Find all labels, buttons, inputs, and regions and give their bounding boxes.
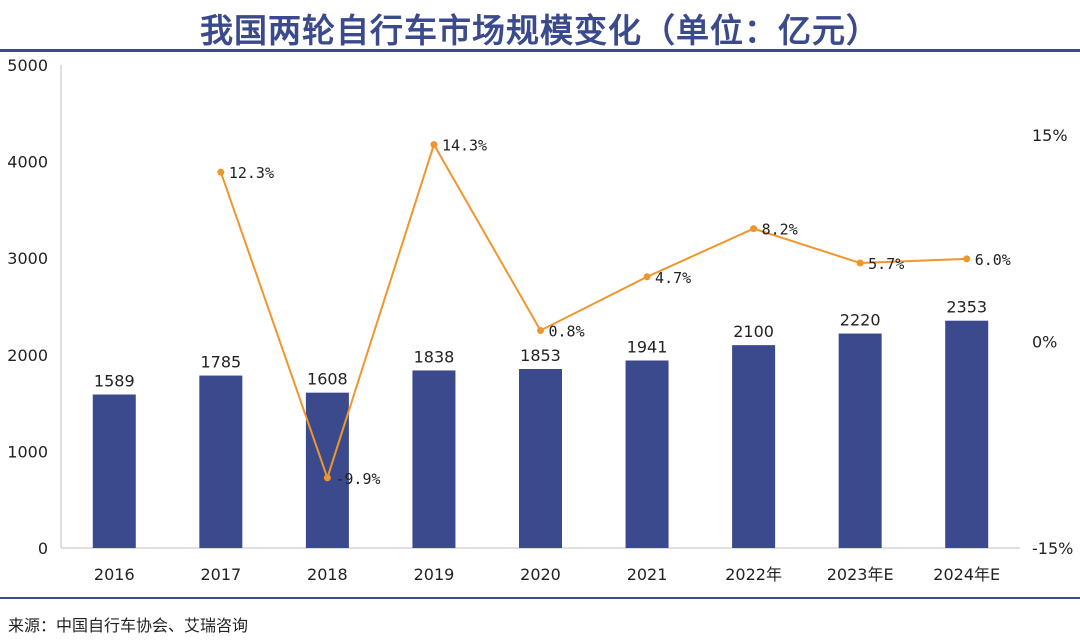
growth-value-label: 12.3% [229, 164, 274, 182]
growth-line-series [217, 141, 971, 482]
growth-point [643, 273, 651, 281]
bar [199, 375, 243, 548]
growth-value-label: -9.9% [335, 470, 380, 488]
left-tick-label: 3000 [7, 249, 48, 268]
bar-labels: 1589 1785 1608 1838 1853 1941 2100 2220 2353 [94, 298, 987, 391]
left-tick-label: 1000 [7, 442, 48, 461]
bar-value-label: 2353 [946, 298, 987, 317]
chart: 0 1000 2000 3000 4000 5000 -15% 0% 15% 1589 1785… [7, 56, 1073, 584]
right-tick-label: 15% [1032, 126, 1068, 145]
bar [945, 320, 989, 548]
growth-value-label: 8.2% [762, 221, 798, 239]
growth-value-label: 6.0% [975, 251, 1011, 269]
growth-labels: 12.3% -9.9% 14.3% 0.8% 4.7% 8.2% 5.7% 6.0% [229, 137, 1011, 488]
x-tick-label: 2024年E [933, 565, 1000, 584]
growth-point [430, 141, 438, 149]
bar [519, 369, 562, 548]
x-tick-label: 2020 [520, 565, 561, 584]
bar-value-label: 1941 [627, 337, 668, 356]
bar-value-label: 1608 [307, 370, 348, 389]
x-tick-label: 2023年E [827, 565, 894, 584]
growth-point [856, 259, 864, 267]
bar [305, 392, 349, 548]
bar-series [92, 320, 989, 548]
x-axis-labels: 2016 2017 2018 2019 2020 2021 2022年 2023年E 2024年… [94, 565, 1000, 584]
chart-title: 我国两轮自行车市场规模变化（单位：亿元） [200, 11, 880, 50]
growth-value-label: 0.8% [549, 322, 585, 340]
bar [625, 360, 669, 548]
x-tick-label: 2022年 [725, 565, 782, 584]
bar [412, 370, 456, 548]
growth-point [217, 168, 225, 176]
x-tick-label: 2019 [414, 565, 455, 584]
growth-line [219, 142, 967, 481]
bar-value-label: 1589 [94, 372, 135, 391]
title-divider [0, 49, 1080, 52]
bar [838, 333, 882, 548]
x-tick-label: 2017 [200, 565, 241, 584]
growth-value-label: 5.7% [868, 255, 904, 273]
source-note: 来源：中国自行车协会、艾瑞咨询 [8, 616, 249, 635]
bar-value-label: 1853 [520, 346, 561, 365]
growth-value-label: 4.7% [655, 269, 691, 287]
bar [732, 345, 776, 548]
left-tick-label: 4000 [7, 153, 48, 172]
footer-divider [0, 597, 1080, 599]
right-tick-label: 0% [1032, 333, 1057, 352]
growth-value-label: 14.3% [442, 137, 487, 155]
bar [92, 394, 136, 548]
x-tick-label: 2018 [307, 565, 348, 584]
bar-value-label: 1838 [414, 347, 455, 366]
x-tick-label: 2021 [627, 565, 668, 584]
growth-point [323, 474, 331, 482]
left-tick-label: 0 [38, 539, 48, 558]
left-tick-label: 2000 [7, 346, 48, 365]
right-axis: -15% 0% 15% [1032, 126, 1073, 558]
left-tick-label: 5000 [7, 56, 48, 75]
growth-point [750, 225, 758, 233]
x-tick-label: 2016 [94, 565, 135, 584]
bar-value-label: 2220 [840, 311, 881, 330]
bar-value-label: 1785 [200, 353, 241, 372]
growth-point [963, 255, 971, 263]
growth-point [537, 326, 544, 334]
bar-value-label: 2100 [733, 322, 774, 341]
right-tick-label: -15% [1032, 539, 1073, 558]
